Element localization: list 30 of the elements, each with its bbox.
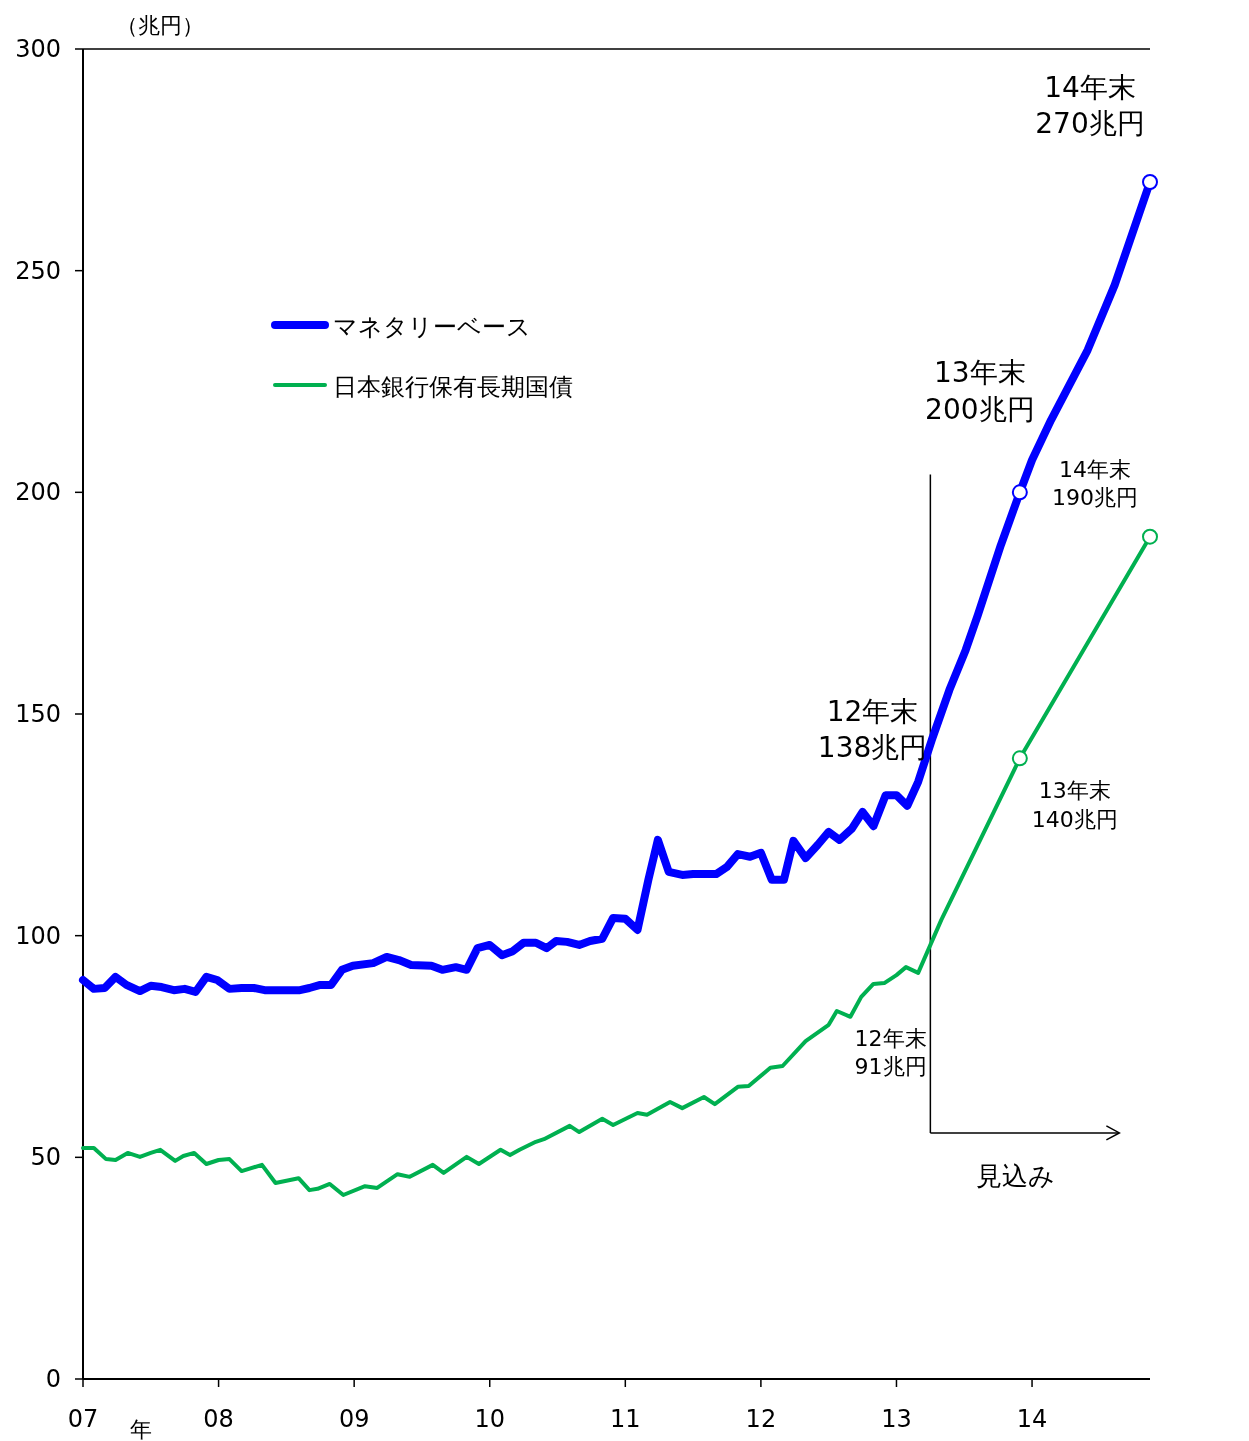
annotation: 14年末 190兆円 (1052, 456, 1138, 511)
annotation: 12年末 91兆円 (854, 1025, 927, 1080)
x-tick-label: 12 (745, 1405, 777, 1433)
legend-label: 日本銀行保有長期国債 (333, 373, 573, 401)
point (1011, 750, 1028, 767)
legend-label: マネタリーベース (333, 313, 531, 341)
annotation: 13年末 200兆円 (925, 356, 1035, 426)
x-tick-label: 13 (881, 1405, 912, 1433)
y-tick-label: 150 (15, 700, 61, 728)
point (1011, 484, 1028, 501)
x-tick-label: 07 (67, 1405, 99, 1433)
annotation: 13年末 140兆円 (1031, 778, 1118, 832)
point (1142, 528, 1158, 545)
annotation: 12年末 138兆円 (817, 694, 928, 765)
x-tick-label: 09 (338, 1405, 370, 1433)
x-tick-label: 11 (610, 1405, 641, 1433)
x-tick-label: 14 (1016, 1405, 1048, 1433)
x-tick-label: 10 (474, 1405, 506, 1433)
x-axis-title: 年 (130, 1417, 152, 1441)
y-tick-label: 200 (15, 478, 61, 507)
ref-line-label: 見込み (975, 1160, 1055, 1191)
y-tick-label: 300 (15, 35, 61, 63)
annotation: 14年末 270兆円 (1035, 71, 1145, 141)
y-axis-title: （兆円） (116, 13, 204, 38)
y-tick-label: 0 (45, 1365, 61, 1393)
x-tick-label: 08 (203, 1405, 234, 1433)
point (1142, 174, 1158, 190)
y-tick-label: 50 (30, 1143, 61, 1172)
y-tick-label: 100 (15, 921, 61, 950)
y-tick-label: 250 (15, 256, 61, 285)
